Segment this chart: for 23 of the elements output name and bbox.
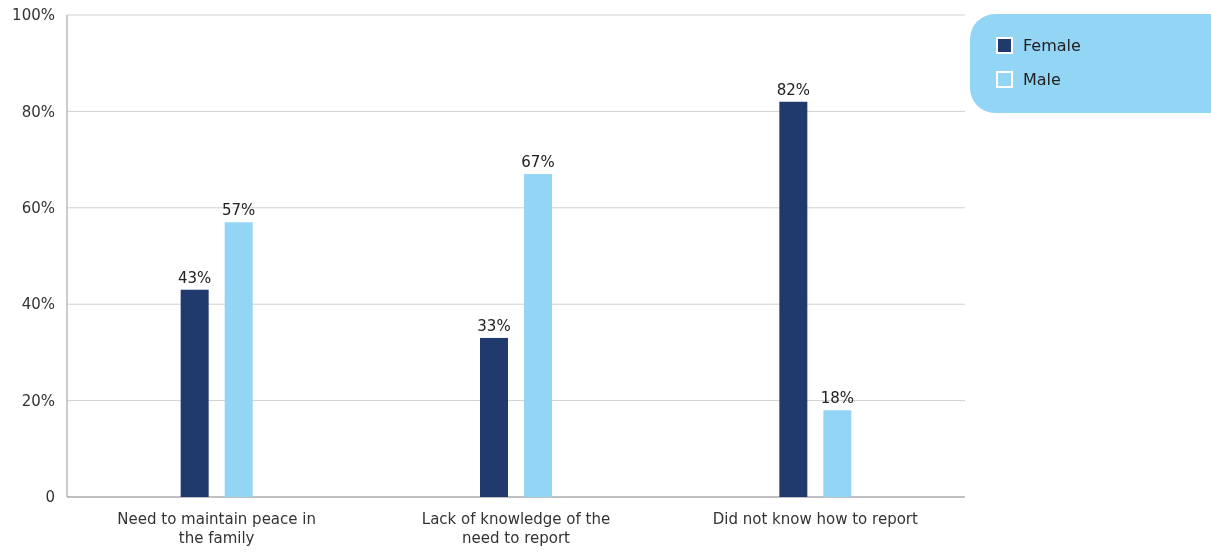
y-tick-label: 100% [12, 6, 55, 25]
legend-label: Male [1023, 70, 1061, 90]
y-tick-label: 60% [21, 199, 55, 218]
data-label: 18% [820, 389, 855, 408]
bar [224, 222, 253, 497]
bar [524, 174, 552, 497]
data-label: 82% [776, 80, 811, 99]
x-tick-label: Did not know how to report [712, 510, 918, 528]
y-tick-label: 20% [21, 391, 55, 410]
bar [779, 101, 808, 497]
bar [480, 337, 508, 497]
data-label: 43% [177, 268, 212, 287]
data-label: 67% [521, 153, 555, 172]
y-tick-label: 40% [21, 295, 55, 314]
x-tick-label: Lack of knowledge of the need to report [421, 510, 611, 547]
bar [180, 289, 209, 497]
y-tick-label: 0 [45, 488, 55, 507]
data-label: 57% [221, 201, 256, 220]
bar [823, 410, 852, 497]
y-tick-label: 80% [21, 102, 55, 121]
legend-label: Female [1023, 36, 1081, 56]
data-label: 33% [477, 316, 511, 335]
x-tick-label: Need to maintain peace in the family [117, 510, 316, 547]
